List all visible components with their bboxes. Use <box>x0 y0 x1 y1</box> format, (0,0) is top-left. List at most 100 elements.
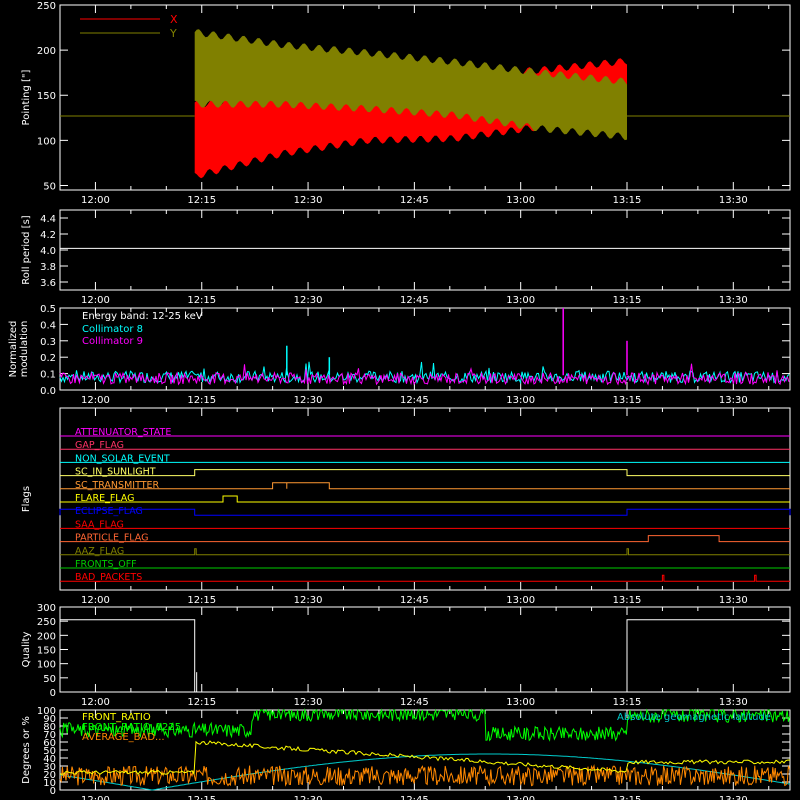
modulation-xtick-label: 12:45 <box>400 395 429 406</box>
flag-label-saa-flag: SAA_FLAG <box>75 519 124 530</box>
modulation-frame <box>59 307 791 391</box>
quality-line <box>60 619 790 693</box>
flags-ylabel: Flags <box>21 486 32 512</box>
roll_period-frame <box>59 209 791 291</box>
front-ratio-latitude-label: Absolute geomagnetic latitude <box>617 712 771 723</box>
modulation-ytick-label: 0.0 <box>40 386 56 397</box>
front_ratio-ytick-label: 0 <box>50 786 56 797</box>
flag-line-particle-flag <box>60 535 790 543</box>
modulation-xtick-label: 13:30 <box>719 395 748 406</box>
pointing-xtick-label: 12:45 <box>400 195 429 206</box>
flag-label-gap-flag: GAP_FLAG <box>75 440 124 451</box>
flag-label-flare-flag: FLARE_FLAG <box>75 493 135 504</box>
quality-xtick-label: 12:30 <box>294 697 323 708</box>
pointing-frame <box>59 4 791 191</box>
front_ratio-xtick-label: 13:30 <box>719 795 748 800</box>
pointing-ytick-label: 50 <box>43 181 56 192</box>
front_ratio-ytick-label: 30 <box>43 762 56 773</box>
roll_period-xtick-label: 12:00 <box>81 295 110 306</box>
front-ratio-legend-third: AVERAGE_BAD... <box>82 732 165 743</box>
front_ratio-xtick-label: 12:15 <box>187 795 216 800</box>
modulation-legend-9: Collimator 9 <box>82 336 143 347</box>
front_ratio-ytick-label: 60 <box>43 738 56 749</box>
pointing-xtick-label: 12:30 <box>294 195 323 206</box>
modulation-ytick-label: 0.1 <box>40 370 56 381</box>
modulation-ytick-label: 0.3 <box>40 337 56 348</box>
flag-line-sc-in-sunlight <box>60 469 790 477</box>
flag-label-attenuator-state: ATTENUATOR_STATE <box>75 427 171 438</box>
roll_period-xtick-label: 12:45 <box>400 295 429 306</box>
modulation-ylabel: Normalized <box>8 321 19 378</box>
modulation-xtick-label: 12:00 <box>81 395 110 406</box>
roll_period-xtick-label: 13:00 <box>506 295 535 306</box>
flag-line-sc-transmitter <box>60 482 790 490</box>
front_ratio-xtick-label: 12:30 <box>294 795 323 800</box>
roll_period-ytick-label: 3.6 <box>40 278 56 289</box>
front-ratio-orange-series <box>59 764 791 787</box>
pointing-xtick-label: 13:30 <box>719 195 748 206</box>
quality-xtick-label: 13:30 <box>719 697 748 708</box>
flag-label-fronts-off: FRONTS_OFF <box>75 559 137 570</box>
front-ratio-legend-front-ratio: FRONT_RATIO <box>82 712 151 723</box>
flag-line-eclipse-flag <box>59 508 791 516</box>
front_ratio-ytick-label: 20 <box>43 770 56 781</box>
front_ratio-xtick-label: 12:45 <box>400 795 429 800</box>
pointing-xtick-label: 12:15 <box>187 195 216 206</box>
front_ratio-ytick-label: 90 <box>43 714 56 725</box>
flag-label-sc-transmitter: SC_TRANSMITTER <box>75 480 160 491</box>
flags-xtick-label: 13:00 <box>506 595 535 606</box>
front-ratio-green-series <box>59 708 791 742</box>
quality-ytick-label: 300 <box>37 603 56 614</box>
front_ratio-ytick-label: 40 <box>43 754 56 765</box>
front-ratio-legend-front-ratio-1225: FRONT_RATIO_1225 <box>82 722 181 733</box>
flags-xtick-label: 12:15 <box>187 595 216 606</box>
flags-xtick-label: 13:15 <box>613 595 642 606</box>
quality-xtick-label: 12:15 <box>187 697 216 708</box>
flag-label-bad-packets: BAD_PACKETS <box>75 572 142 583</box>
front_ratio-xtick-label: 13:00 <box>506 795 535 800</box>
modulation-xtick-label: 12:15 <box>187 395 216 406</box>
flag-label-aaz-flag: AAZ_FLAG <box>75 546 124 557</box>
quality-xtick-label: 13:00 <box>506 697 535 708</box>
roll_period-ylabel: Roll period [s] <box>21 215 32 284</box>
front_ratio-xtick-label: 12:00 <box>81 795 110 800</box>
quality-ytick-label: 100 <box>37 660 56 671</box>
roll_period-xtick-label: 13:15 <box>613 295 642 306</box>
pointing-xtick-label: 13:15 <box>613 195 642 206</box>
pointing-ylabel: Pointing ["] <box>21 69 32 125</box>
front_ratio-ylabel: Degrees or % <box>21 716 32 784</box>
front_ratio-ytick-label: 80 <box>43 722 56 733</box>
roll_period-ytick-label: 3.8 <box>40 262 56 273</box>
quality-xtick-label: 13:15 <box>613 697 642 708</box>
quality-ytick-label: 150 <box>37 646 56 657</box>
modulation-series-collimator-8 <box>59 361 790 385</box>
modulation-xtick-label: 12:30 <box>294 395 323 406</box>
flag-label-non-solar-event: NON_SOLAR_EVENT <box>75 453 170 464</box>
front_ratio-ytick-label: 100 <box>37 706 56 717</box>
flag-label-particle-flag: PARTICLE_FLAG <box>75 533 148 544</box>
quality-xtick-label: 12:45 <box>400 697 429 708</box>
front-ratio-yellow-series <box>59 740 791 776</box>
roll_period-ytick-label: 4.4 <box>40 214 56 225</box>
front_ratio-ytick-label: 50 <box>43 746 56 757</box>
flags-xtick-label: 13:30 <box>719 595 748 606</box>
front_ratio-ytick-label: 70 <box>43 730 56 741</box>
roll_period-ytick-label: 4.0 <box>40 246 56 257</box>
flags-xtick-label: 12:45 <box>400 595 429 606</box>
pointing-xtick-label: 12:00 <box>81 195 110 206</box>
quality-ytick-label: 250 <box>37 617 56 628</box>
front_ratio-ytick-label: 10 <box>43 778 56 789</box>
modulation-series-collimator-9 <box>59 363 790 386</box>
front_ratio-xtick-label: 13:15 <box>613 795 642 800</box>
modulation-ytick-label: 0.5 <box>40 304 56 315</box>
quality-ylabel: Quality <box>21 632 32 668</box>
legend-label-x: X <box>170 13 178 26</box>
modulation-ylabel: modulation <box>19 321 30 378</box>
quality-ytick-label: 50 <box>43 674 56 685</box>
pointing-ytick-label: 100 <box>37 136 56 147</box>
modulation-ytick-label: 0.4 <box>40 320 56 331</box>
flag-line-aaz-flag <box>60 548 790 556</box>
quality-ytick-label: 200 <box>37 631 56 642</box>
quality-xtick-label: 12:00 <box>81 697 110 708</box>
